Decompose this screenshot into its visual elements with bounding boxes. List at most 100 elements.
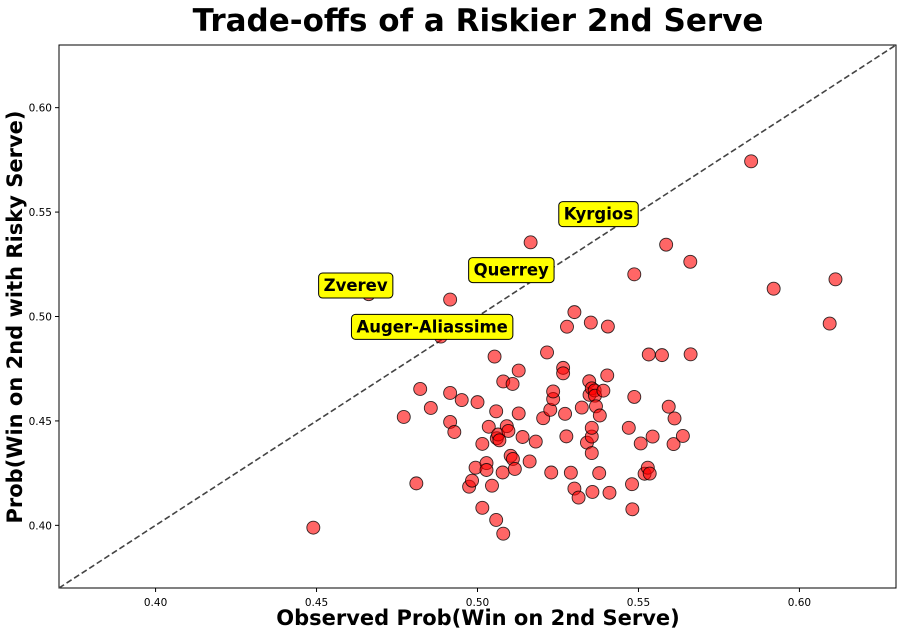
data-point [828, 272, 843, 287]
data-point [600, 319, 615, 334]
y-tick-label: 0.40 [29, 520, 52, 532]
data-point [585, 484, 600, 499]
data-point [592, 466, 607, 481]
data-points [306, 154, 843, 541]
data-point [475, 436, 490, 451]
data-point [475, 500, 490, 515]
data-point [413, 382, 428, 396]
data-point [495, 465, 510, 480]
data-point [584, 420, 599, 435]
data-point [625, 502, 640, 517]
annotation-zverev: Zverev [318, 272, 394, 299]
data-point [511, 363, 526, 378]
data-point [522, 454, 537, 469]
data-point [625, 477, 639, 492]
data-point [423, 401, 438, 415]
data-point [447, 425, 462, 439]
data-point [683, 254, 698, 269]
data-point [675, 429, 690, 443]
data-point [306, 520, 321, 535]
data-point [409, 476, 424, 491]
data-point [454, 393, 469, 407]
annotation-label: Zverev [324, 276, 388, 295]
data-point [546, 384, 561, 399]
data-point [540, 345, 554, 360]
x-axis-ticks: 0.40 0.45 0.50 0.55 0.60 [144, 588, 811, 609]
data-point [487, 349, 502, 364]
data-point [563, 465, 578, 480]
annotations: Kyrgios Querrey Zverev Auger-Aliassime [318, 201, 639, 340]
data-point [523, 235, 538, 250]
plot-area: Kyrgios Querrey Zverev Auger-Aliassime [58, 44, 897, 589]
x-axis-label: Observed Prob(Win on 2nd Serve) [276, 606, 680, 630]
data-point [485, 478, 499, 493]
data-point [621, 420, 636, 435]
data-point [489, 404, 504, 419]
data-point [501, 423, 516, 438]
y-tick-label: 0.50 [29, 312, 52, 324]
y-tick-label: 0.55 [29, 207, 52, 219]
annotation-box [558, 201, 639, 228]
x-tick-label: 0.45 [305, 597, 328, 609]
data-point [627, 389, 642, 404]
data-point [465, 473, 479, 488]
data-point [528, 434, 543, 449]
annotation-label: Auger-Aliassime [356, 317, 507, 336]
data-point [443, 292, 458, 307]
data-point [641, 347, 656, 362]
data-point [567, 305, 582, 320]
data-point [744, 154, 759, 169]
y-tick-label: 0.60 [29, 103, 52, 115]
data-point [627, 267, 642, 282]
data-point [479, 463, 494, 477]
data-point [505, 377, 520, 391]
data-point [571, 490, 586, 505]
data-point [507, 462, 522, 476]
data-point [633, 436, 648, 451]
data-point [683, 347, 698, 362]
data-point [667, 411, 682, 426]
data-point [481, 419, 496, 434]
annotation-kyrgios: Kyrgios [558, 201, 639, 228]
chart-title: Trade-offs of a Riskier 2nd Serve [193, 3, 764, 39]
annotation-box [350, 313, 514, 340]
x-tick-label: 0.50 [466, 597, 489, 609]
data-point [822, 316, 837, 331]
x-tick-label: 0.40 [144, 597, 167, 609]
data-point [602, 485, 617, 500]
data-point [766, 281, 781, 296]
data-point [489, 512, 504, 527]
data-point [583, 315, 598, 330]
data-point [592, 408, 607, 423]
annotation-box [468, 257, 555, 284]
data-point [559, 429, 574, 444]
data-point [600, 368, 615, 383]
data-point [574, 400, 589, 415]
data-point [496, 526, 511, 541]
data-point [470, 395, 485, 410]
annotation-auger-aliassime: Auger-Aliassime [350, 313, 514, 340]
data-point [492, 433, 507, 448]
data-point [596, 383, 611, 398]
data-point [655, 348, 669, 363]
data-point [443, 385, 458, 400]
data-point [661, 399, 676, 414]
data-point [544, 465, 559, 480]
annotation-label: Kyrgios [564, 205, 633, 224]
x-tick-label: 0.55 [627, 597, 650, 609]
data-point [558, 406, 573, 421]
x-tick-label: 0.60 [788, 597, 811, 609]
annotation-querrey: Querrey [468, 257, 555, 284]
data-point [511, 406, 526, 421]
data-point [584, 446, 599, 461]
annotation-box [318, 272, 394, 299]
data-point [556, 366, 571, 381]
data-point [642, 466, 657, 481]
data-point [396, 410, 411, 424]
y-tick-label: 0.45 [29, 416, 52, 428]
y-axis-ticks: 0.40 0.45 0.50 0.55 0.60 [29, 103, 59, 532]
y-axis-label: Prob(Win on 2nd with Risky Serve) [3, 110, 27, 523]
data-point [560, 319, 574, 334]
data-point [666, 437, 681, 452]
